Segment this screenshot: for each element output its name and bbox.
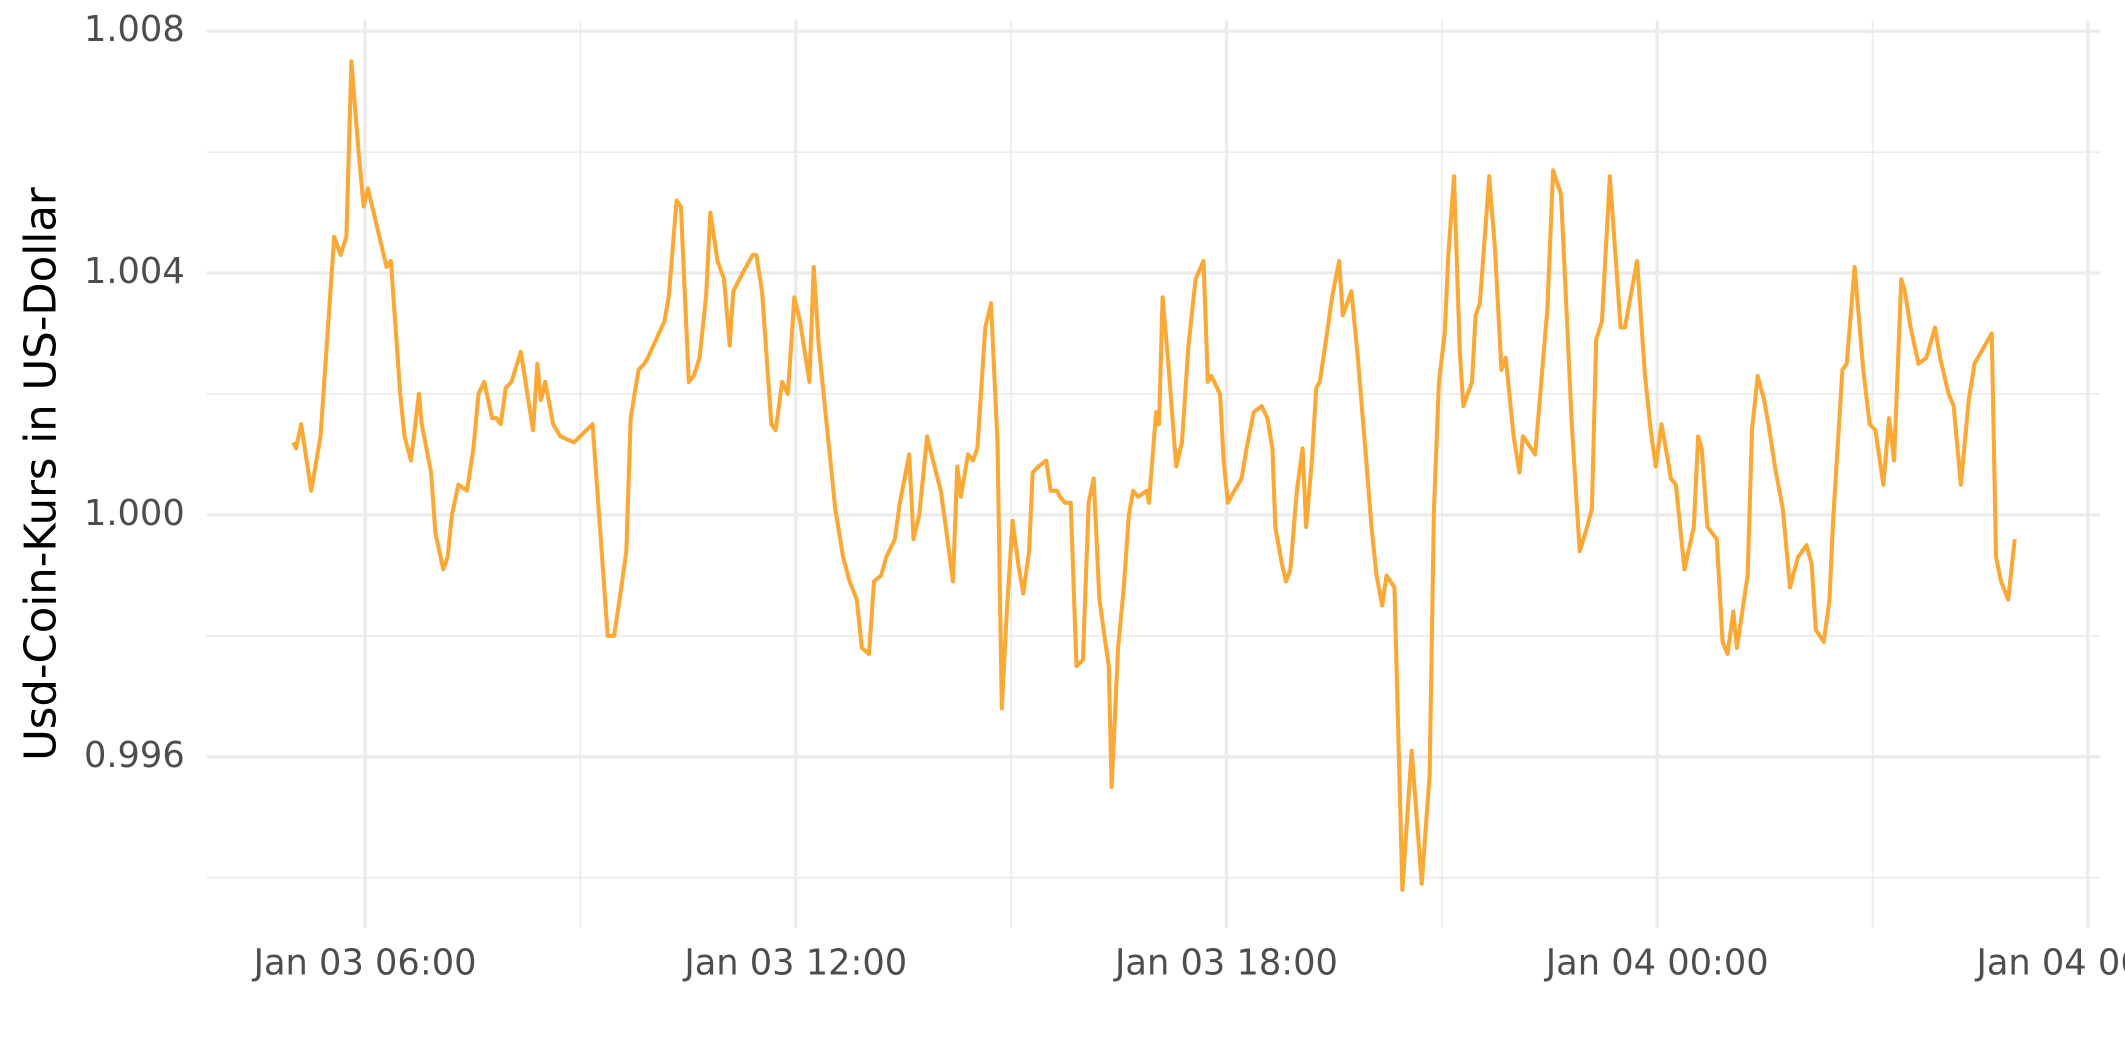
- y-tick-label: 1.000: [84, 493, 185, 534]
- x-tick-label: Jan 04 00:00: [1544, 942, 1769, 983]
- x-tick-label: Jan 03 12:00: [682, 942, 907, 983]
- line: [291, 59, 2017, 892]
- y-axis-label: Usd-Coin-Kurs in US-Dollar: [16, 187, 66, 761]
- y-tick-label: 1.004: [84, 251, 185, 292]
- y-tick-label: 0.996: [84, 735, 185, 776]
- x-tick-label: Jan 03 06:00: [252, 942, 477, 983]
- x-tick-label: Jan 03 18:00: [1113, 942, 1338, 983]
- x-tick-label: Jan 04 06:00: [1974, 942, 2125, 983]
- y-tick-label: 1.008: [84, 9, 185, 50]
- plot: [291, 59, 2017, 892]
